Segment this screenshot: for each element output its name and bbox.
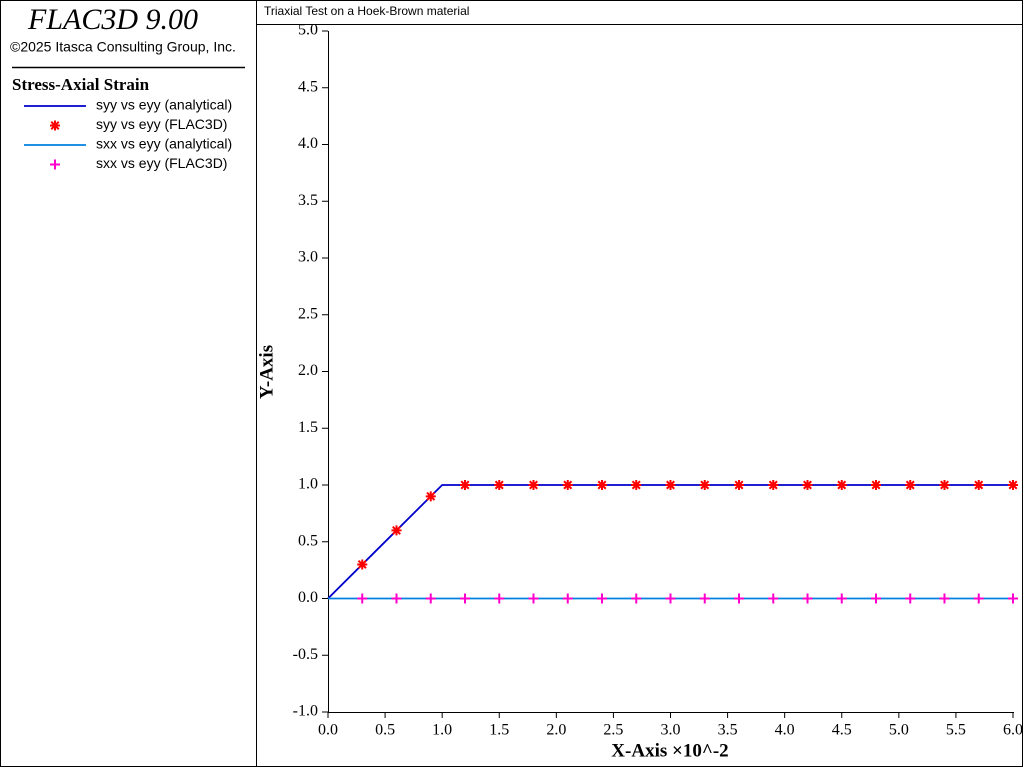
marker <box>699 593 710 604</box>
marker <box>665 480 676 490</box>
legend-label: sxx vs eyy (analytical) <box>96 136 232 152</box>
x-tick-label: 0.0 <box>318 722 338 739</box>
marker <box>597 593 607 604</box>
x-tick-label: 5.5 <box>946 722 966 739</box>
marker <box>871 593 881 604</box>
marker <box>631 480 642 490</box>
marker <box>357 593 368 604</box>
y-tick-label: 4.0 <box>298 135 318 152</box>
y-tick-label: 4.5 <box>298 78 318 95</box>
marker <box>768 480 779 490</box>
marker <box>357 559 368 570</box>
legend-marker <box>50 159 60 170</box>
y-tick-label: -1.0 <box>293 703 318 720</box>
x-tick-label: 2.0 <box>546 722 566 739</box>
y-axis-label: Y-Axis <box>256 345 277 399</box>
y-tick-label: 3.5 <box>298 192 318 209</box>
x-tick-label: 2.5 <box>603 722 623 739</box>
x-tick-label: 4.0 <box>775 722 795 739</box>
marker <box>665 593 676 604</box>
x-tick-label: 4.5 <box>832 722 852 739</box>
x-tick-label: 6.0 <box>1003 722 1023 739</box>
y-tick-label: 5.0 <box>298 22 318 39</box>
marker <box>802 593 813 604</box>
copyright: ©2025 Itasca Consulting Group, Inc. <box>10 39 236 55</box>
marker <box>597 480 607 490</box>
y-tick-label: 3.0 <box>298 249 318 266</box>
marker <box>1008 593 1018 604</box>
marker <box>939 593 950 604</box>
x-tick-label: 5.0 <box>889 722 909 739</box>
y-tick-label: 1.5 <box>298 419 318 436</box>
legend-label: syy vs eyy (FLAC3D) <box>96 116 227 132</box>
marker <box>425 491 436 502</box>
marker <box>905 480 916 490</box>
marker <box>391 525 402 536</box>
marker <box>425 593 436 604</box>
series-line <box>327 484 1013 600</box>
marker <box>905 593 916 604</box>
x-axis-label: X-Axis ×10^-2 <box>611 740 728 761</box>
x-tick-label: 1.0 <box>432 722 452 739</box>
marker <box>836 593 847 604</box>
marker <box>734 480 744 490</box>
marker <box>528 480 539 490</box>
marker <box>528 593 539 604</box>
marker <box>391 593 402 604</box>
marker <box>973 480 984 490</box>
legend-label: sxx vs eyy (FLAC3D) <box>96 155 227 171</box>
y-tick-label: 1.0 <box>298 476 318 493</box>
marker <box>494 593 505 604</box>
marker <box>836 480 847 490</box>
marker <box>939 480 950 490</box>
marker <box>871 480 881 490</box>
x-tick-label: 0.5 <box>375 722 395 739</box>
marker <box>494 480 505 490</box>
x-tick-label: 3.5 <box>718 722 738 739</box>
marker <box>460 480 470 490</box>
marker <box>1008 480 1018 490</box>
legend-label: syy vs eyy (analytical) <box>96 97 232 113</box>
marker <box>562 480 573 490</box>
y-tick-label: 2.0 <box>298 362 318 379</box>
marker <box>734 593 744 604</box>
x-tick-label: 3.0 <box>661 722 681 739</box>
marker <box>460 593 470 604</box>
legend-title: Stress-Axial Strain <box>12 75 150 94</box>
marker <box>768 593 779 604</box>
marker <box>973 593 984 604</box>
x-tick-label: 1.5 <box>489 722 509 739</box>
chart-title: Triaxial Test on a Hoek-Brown material <box>264 4 469 18</box>
marker <box>562 593 573 604</box>
y-tick-label: -0.5 <box>293 646 318 663</box>
marker <box>699 480 710 490</box>
marker <box>802 480 813 490</box>
y-tick-label: 0.0 <box>298 589 318 606</box>
y-tick-label: 0.5 <box>298 532 318 549</box>
app-title: FLAC3D 9.00 <box>27 3 198 36</box>
y-tick-label: 2.5 <box>298 305 318 322</box>
marker <box>631 593 642 604</box>
legend-marker <box>50 120 60 131</box>
